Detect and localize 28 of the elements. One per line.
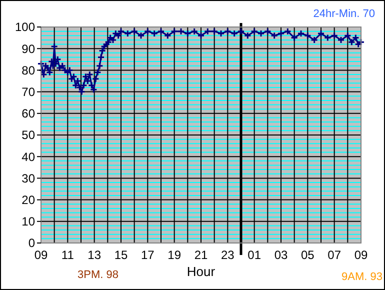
y-tick-label: 0 [28,236,36,250]
x-tick-label: 01 [248,248,262,262]
x-tick-label: 07 [328,248,342,262]
x-tick-label: 11 [61,248,74,262]
x-tick-label: 17 [140,248,155,262]
x-tick-label: 23 [220,248,235,262]
y-tick-label: 90 [22,42,36,56]
x-tick-label: 03 [274,248,288,262]
x-tick-label: 09 [34,248,48,262]
x-axis-title: Hour [186,264,216,279]
x-tick-label: 05 [300,248,315,262]
x-tick-label: 19 [168,248,182,262]
text: 3PM. 98 [78,269,118,281]
y-tick-label: 20 [22,193,36,207]
x-tick-label: 15 [114,248,128,262]
x-tick-label: 21 [194,248,208,262]
x-tick-label: 13 [88,248,102,262]
y-tick-label: 60 [22,106,36,121]
y-tick-label: 70 [22,85,36,99]
text: 24hr-Min. 70 [313,8,375,20]
y-tick-label: 30 [22,171,36,186]
text: 9AM. 93 [342,271,382,283]
y-tick-label: 40 [22,150,36,164]
x-tick-label: 09 [354,248,368,262]
y-tick-label: 10 [22,214,36,229]
y-tick-label: 80 [22,63,36,78]
y-tick-label: 50 [22,128,36,142]
y-tick-label: 100 [14,20,36,34]
